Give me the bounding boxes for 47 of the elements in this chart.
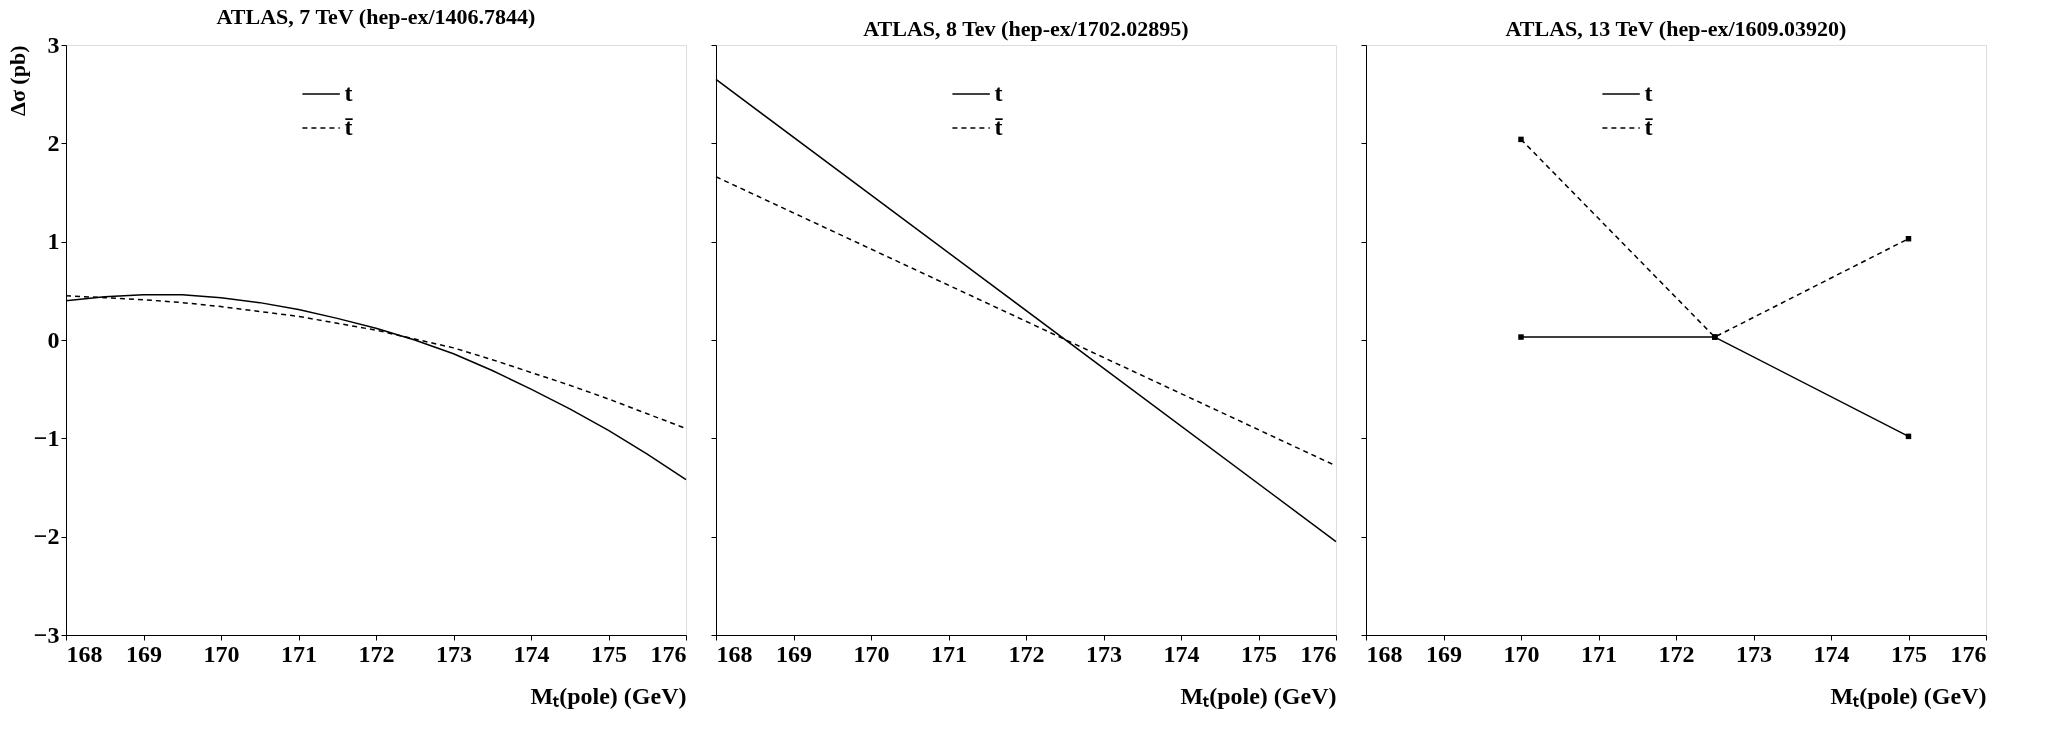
y-tick-label: 2	[47, 129, 60, 156]
x-tick-label: 176	[1300, 640, 1337, 667]
legend-label: t	[1644, 80, 1653, 106]
x-tick-label: 171	[1581, 640, 1617, 667]
y-tick-label: 3	[47, 31, 60, 58]
legend-label: t	[994, 80, 1003, 106]
x-tick-label: 172	[358, 640, 395, 667]
x-tick-label: 171	[281, 640, 317, 667]
x-tick-label: 176	[1950, 640, 1987, 667]
chart-title: ATLAS, 7 TeV (hep-ex/1406.7844)	[216, 4, 536, 29]
x-tick-label: 168	[716, 640, 753, 667]
x-tick-label: 169	[126, 640, 162, 667]
legend-label: t̄	[344, 114, 353, 140]
x-axis-title: Mₜ(pole) (GeV)	[1180, 682, 1337, 709]
x-tick-label: 169	[776, 640, 812, 667]
x-tick-label: 173	[1086, 640, 1122, 667]
y-tick-label: −1	[33, 424, 60, 451]
x-tick-label: 170	[853, 640, 890, 667]
y-tick-label: −2	[33, 523, 60, 550]
y-tick-label: 0	[47, 326, 60, 353]
x-axis-title: Mₜ(pole) (GeV)	[1830, 682, 1987, 709]
x-tick-label: 170	[1503, 640, 1540, 667]
y-tick-label: 1	[47, 228, 60, 255]
x-tick-label: 176	[650, 640, 687, 667]
x-tick-label: 170	[203, 640, 240, 667]
legend-label: t	[344, 80, 353, 106]
chart-title: ATLAS, 8 Tev (hep-ex/1702.02895)	[863, 15, 1189, 41]
x-tick-label: 175	[1891, 640, 1927, 667]
x-tick-label: 174	[513, 640, 550, 667]
y-tick-label: −3	[33, 621, 60, 648]
x-tick-label: 173	[436, 640, 472, 667]
x-tick-label: 175	[1241, 640, 1277, 667]
x-tick-label: 168	[66, 640, 103, 667]
x-tick-label: 172	[1658, 640, 1695, 667]
x-axis-title: Mₜ(pole) (GeV)	[530, 682, 687, 709]
x-tick-label: 173	[1736, 640, 1772, 667]
x-tick-label: 171	[931, 640, 967, 667]
x-tick-label: 175	[591, 640, 627, 667]
x-tick-label: 174	[1813, 640, 1850, 667]
legend-label: t̄	[994, 114, 1003, 140]
x-tick-label: 172	[1008, 640, 1045, 667]
chart-title: ATLAS, 13 TeV (hep-ex/1609.03920)	[1505, 15, 1847, 41]
legend-label: t̄	[1644, 114, 1653, 140]
x-tick-label: 174	[1163, 640, 1200, 667]
x-tick-label: 168	[1366, 640, 1403, 667]
x-tick-label: 169	[1426, 640, 1462, 667]
y-axis-title: Δσ (pb)	[4, 45, 30, 116]
